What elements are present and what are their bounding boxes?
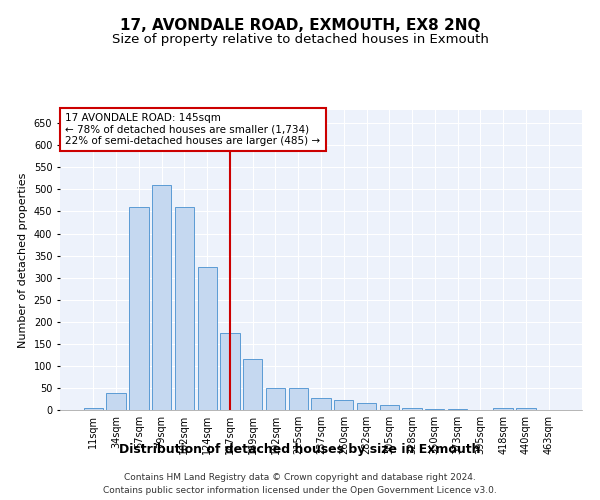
Bar bbox=[334, 400, 353, 410]
Bar bbox=[152, 185, 172, 410]
Bar bbox=[84, 408, 103, 410]
Text: Contains public sector information licensed under the Open Government Licence v3: Contains public sector information licen… bbox=[103, 486, 497, 495]
Text: Size of property relative to detached houses in Exmouth: Size of property relative to detached ho… bbox=[112, 32, 488, 46]
Text: Distribution of detached houses by size in Exmouth: Distribution of detached houses by size … bbox=[119, 442, 481, 456]
Bar bbox=[311, 398, 331, 410]
Bar bbox=[516, 408, 536, 410]
Y-axis label: Number of detached properties: Number of detached properties bbox=[18, 172, 28, 348]
Bar bbox=[357, 404, 376, 410]
Bar bbox=[106, 393, 126, 410]
Bar bbox=[425, 408, 445, 410]
Bar bbox=[197, 266, 217, 410]
Bar bbox=[243, 360, 262, 410]
Bar bbox=[403, 408, 422, 410]
Bar bbox=[448, 409, 467, 410]
Bar bbox=[129, 207, 149, 410]
Text: 17 AVONDALE ROAD: 145sqm
← 78% of detached houses are smaller (1,734)
22% of sem: 17 AVONDALE ROAD: 145sqm ← 78% of detach… bbox=[65, 113, 320, 146]
Bar bbox=[266, 388, 285, 410]
Bar bbox=[220, 333, 239, 410]
Bar bbox=[289, 388, 308, 410]
Text: Contains HM Land Registry data © Crown copyright and database right 2024.: Contains HM Land Registry data © Crown c… bbox=[124, 472, 476, 482]
Text: 17, AVONDALE ROAD, EXMOUTH, EX8 2NQ: 17, AVONDALE ROAD, EXMOUTH, EX8 2NQ bbox=[120, 18, 480, 32]
Bar bbox=[493, 408, 513, 410]
Bar bbox=[380, 404, 399, 410]
Bar bbox=[175, 207, 194, 410]
